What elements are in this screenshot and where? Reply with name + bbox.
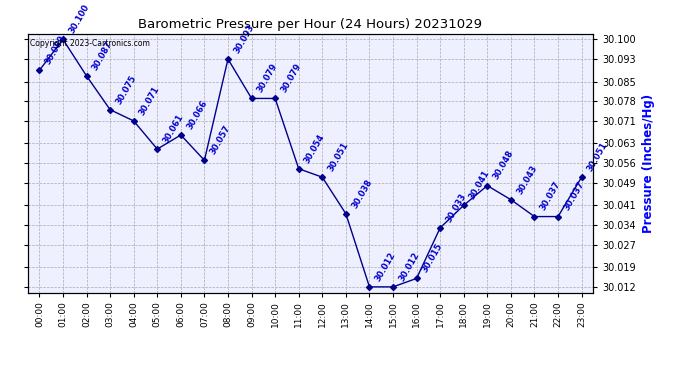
Text: 30.038: 30.038: [350, 177, 374, 210]
Text: 30.061: 30.061: [161, 112, 186, 145]
Text: 30.033: 30.033: [444, 191, 468, 224]
Text: 30.012: 30.012: [397, 250, 421, 283]
Text: 30.079: 30.079: [279, 62, 303, 94]
Text: 30.100: 30.100: [67, 3, 91, 35]
Text: 30.037: 30.037: [562, 180, 586, 212]
Text: 30.015: 30.015: [421, 242, 444, 274]
Text: 30.093: 30.093: [232, 22, 256, 55]
Text: 30.041: 30.041: [468, 169, 492, 201]
Text: 30.051: 30.051: [586, 141, 610, 173]
Text: 30.071: 30.071: [138, 84, 161, 117]
Text: 30.012: 30.012: [373, 250, 397, 283]
Y-axis label: Pressure (Inches/Hg): Pressure (Inches/Hg): [642, 94, 655, 232]
Text: 30.054: 30.054: [303, 132, 327, 165]
Text: 30.048: 30.048: [491, 149, 515, 182]
Text: 30.043: 30.043: [515, 163, 539, 195]
Text: 30.057: 30.057: [208, 124, 233, 156]
Text: 30.079: 30.079: [256, 62, 279, 94]
Text: 30.089: 30.089: [43, 34, 68, 66]
Text: 30.075: 30.075: [115, 73, 138, 105]
Text: 30.066: 30.066: [185, 98, 209, 131]
Text: Copyright 2023-Cartronics.com: Copyright 2023-Cartronics.com: [30, 39, 150, 48]
Text: 30.087: 30.087: [90, 39, 115, 72]
Text: 30.051: 30.051: [326, 141, 351, 173]
Title: Barometric Pressure per Hour (24 Hours) 20231029: Barometric Pressure per Hour (24 Hours) …: [139, 18, 482, 31]
Text: 30.037: 30.037: [539, 180, 562, 212]
